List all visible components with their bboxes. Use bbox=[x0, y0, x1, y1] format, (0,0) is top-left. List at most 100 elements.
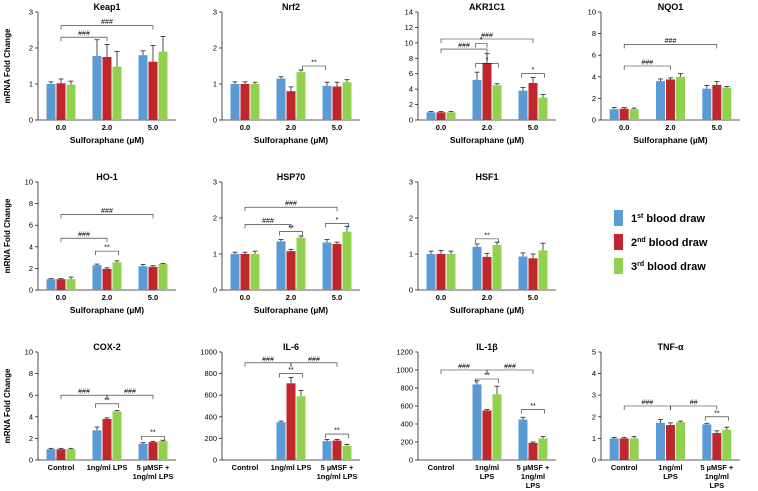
x-category-label: 1ng/ml bbox=[521, 472, 545, 481]
significance-bracket bbox=[325, 223, 349, 228]
panel-3: NQO1 0 2 4 6 8 10 0.0 2.0 5.0 Sulforaphane (µM) ###… bbox=[588, 2, 740, 145]
bar-third-draw bbox=[112, 262, 122, 290]
y-tick-label: 2 bbox=[29, 44, 33, 53]
x-category-label: LPS bbox=[710, 481, 725, 490]
x-axis-label: Sulforaphane (µM) bbox=[70, 135, 144, 145]
bar-first-draw bbox=[656, 422, 665, 460]
bar-second-draw bbox=[482, 62, 492, 120]
bar-third-draw bbox=[629, 109, 639, 120]
y-tick-label: 1 bbox=[592, 434, 596, 443]
bar-first-draw bbox=[230, 84, 240, 120]
x-category-label: 0.0 bbox=[240, 123, 250, 132]
y-tick-label: 0 bbox=[409, 116, 413, 125]
x-category-label: LPS bbox=[480, 472, 495, 481]
significance-label: ## bbox=[690, 400, 698, 407]
bar-first-draw bbox=[518, 90, 528, 120]
x-category-label: 5.0 bbox=[528, 293, 538, 302]
x-axis-label: Sulforaphane (µM) bbox=[254, 135, 328, 145]
y-tick-label: 6 bbox=[592, 51, 596, 60]
significance-bracket bbox=[95, 403, 119, 408]
significance-label: ### bbox=[78, 232, 90, 239]
bar-third-draw bbox=[676, 76, 685, 120]
y-tick-label: 6 bbox=[29, 221, 33, 230]
significance-label: ### bbox=[641, 60, 653, 67]
y-tick-label: 12 bbox=[405, 23, 413, 32]
y-tick-label: 8 bbox=[29, 199, 33, 208]
significance-label: * bbox=[336, 217, 339, 224]
y-tick-label: 200 bbox=[400, 438, 413, 447]
bar-third-draw bbox=[538, 250, 548, 290]
significance-bracket bbox=[486, 369, 534, 374]
significance-label: ### bbox=[262, 356, 274, 363]
bar-second-draw bbox=[332, 243, 342, 290]
bar-third-draw bbox=[492, 394, 502, 460]
significance-bracket bbox=[440, 369, 488, 374]
bar-second-draw bbox=[286, 91, 296, 120]
bar-first-draw bbox=[92, 430, 102, 460]
bar-third-draw bbox=[66, 84, 76, 120]
bar-second-draw bbox=[712, 84, 722, 120]
bar-second-draw bbox=[436, 254, 446, 290]
panel-title: AKR1C1 bbox=[469, 2, 505, 12]
bar-third-draw bbox=[66, 449, 76, 460]
significance-bracket bbox=[279, 373, 303, 378]
significance-label: ### bbox=[458, 364, 470, 371]
bar-first-draw bbox=[472, 384, 482, 460]
bar-second-draw bbox=[102, 57, 112, 120]
bar-first-draw bbox=[426, 112, 436, 120]
panel-title: HO-1 bbox=[96, 172, 118, 182]
y-tick-label: 10 bbox=[588, 8, 596, 17]
y-tick-label: 14 bbox=[405, 8, 413, 17]
panel-6: HSF1 0 1 2 3 0.0 2.0 5.0 Sulforaphane (µM) ** bbox=[409, 172, 556, 315]
x-category-label: 2.0 bbox=[102, 123, 112, 132]
bar-second-draw bbox=[482, 410, 492, 460]
bar-second-draw bbox=[712, 433, 722, 460]
legend-swatch bbox=[614, 210, 623, 226]
bar-second-draw bbox=[619, 438, 629, 460]
y-tick-label: 4 bbox=[592, 72, 596, 81]
bar-second-draw bbox=[619, 108, 629, 120]
significance-bracket bbox=[623, 65, 671, 70]
y-tick-label: 1 bbox=[409, 250, 413, 259]
significance-label: ** bbox=[714, 410, 720, 417]
panel-7: COX-2 0 2 4 6 8 10 mRNA Fold Change Control 1ng/m… bbox=[3, 342, 176, 481]
x-category-label: LPS bbox=[663, 472, 678, 481]
significance-label: ### bbox=[262, 218, 274, 225]
bar-second-draw bbox=[286, 383, 296, 460]
bar-third-draw bbox=[296, 237, 306, 290]
y-tick-label: 1200 bbox=[396, 348, 413, 357]
bar-first-draw bbox=[46, 449, 56, 460]
bar-second-draw bbox=[102, 418, 112, 460]
significance-bracket bbox=[279, 231, 303, 236]
significance-bracket bbox=[440, 48, 488, 54]
x-category-label: 1ng/ml bbox=[705, 472, 729, 481]
y-axis-label: mRNA Fold Change bbox=[3, 198, 12, 273]
bar-first-draw bbox=[46, 84, 56, 120]
y-tick-label: 600 bbox=[204, 391, 217, 400]
bar-first-draw bbox=[322, 441, 332, 460]
x-category-label: Control bbox=[611, 463, 638, 472]
y-tick-label: 1 bbox=[29, 80, 33, 89]
y-tick-label: 3 bbox=[213, 178, 217, 187]
y-tick-label: 4 bbox=[29, 242, 33, 251]
x-category-label: 5.0 bbox=[528, 123, 538, 132]
bar-third-draw bbox=[112, 411, 122, 460]
y-tick-label: 400 bbox=[204, 412, 217, 421]
y-tick-label: 3 bbox=[29, 8, 33, 17]
y-axis-label: mRNA Fold Change bbox=[3, 368, 12, 443]
x-category-label: 5 µMSF + bbox=[700, 463, 733, 472]
bar-second-draw bbox=[56, 279, 66, 290]
panel-title: TNF-α bbox=[657, 342, 683, 352]
significance-label: ** bbox=[530, 403, 536, 410]
y-tick-label: 0 bbox=[409, 286, 413, 295]
x-category-label: 5.0 bbox=[148, 123, 158, 132]
significance-bracket bbox=[244, 362, 292, 367]
legend-swatch bbox=[614, 234, 623, 250]
y-axis-label: mRNA Fold Change bbox=[3, 28, 12, 103]
y-tick-label: 1 bbox=[213, 250, 217, 259]
significance-label: ### bbox=[641, 400, 653, 407]
y-tick-label: 800 bbox=[400, 384, 413, 393]
bar-third-draw bbox=[676, 422, 685, 460]
bar-second-draw bbox=[240, 84, 250, 120]
